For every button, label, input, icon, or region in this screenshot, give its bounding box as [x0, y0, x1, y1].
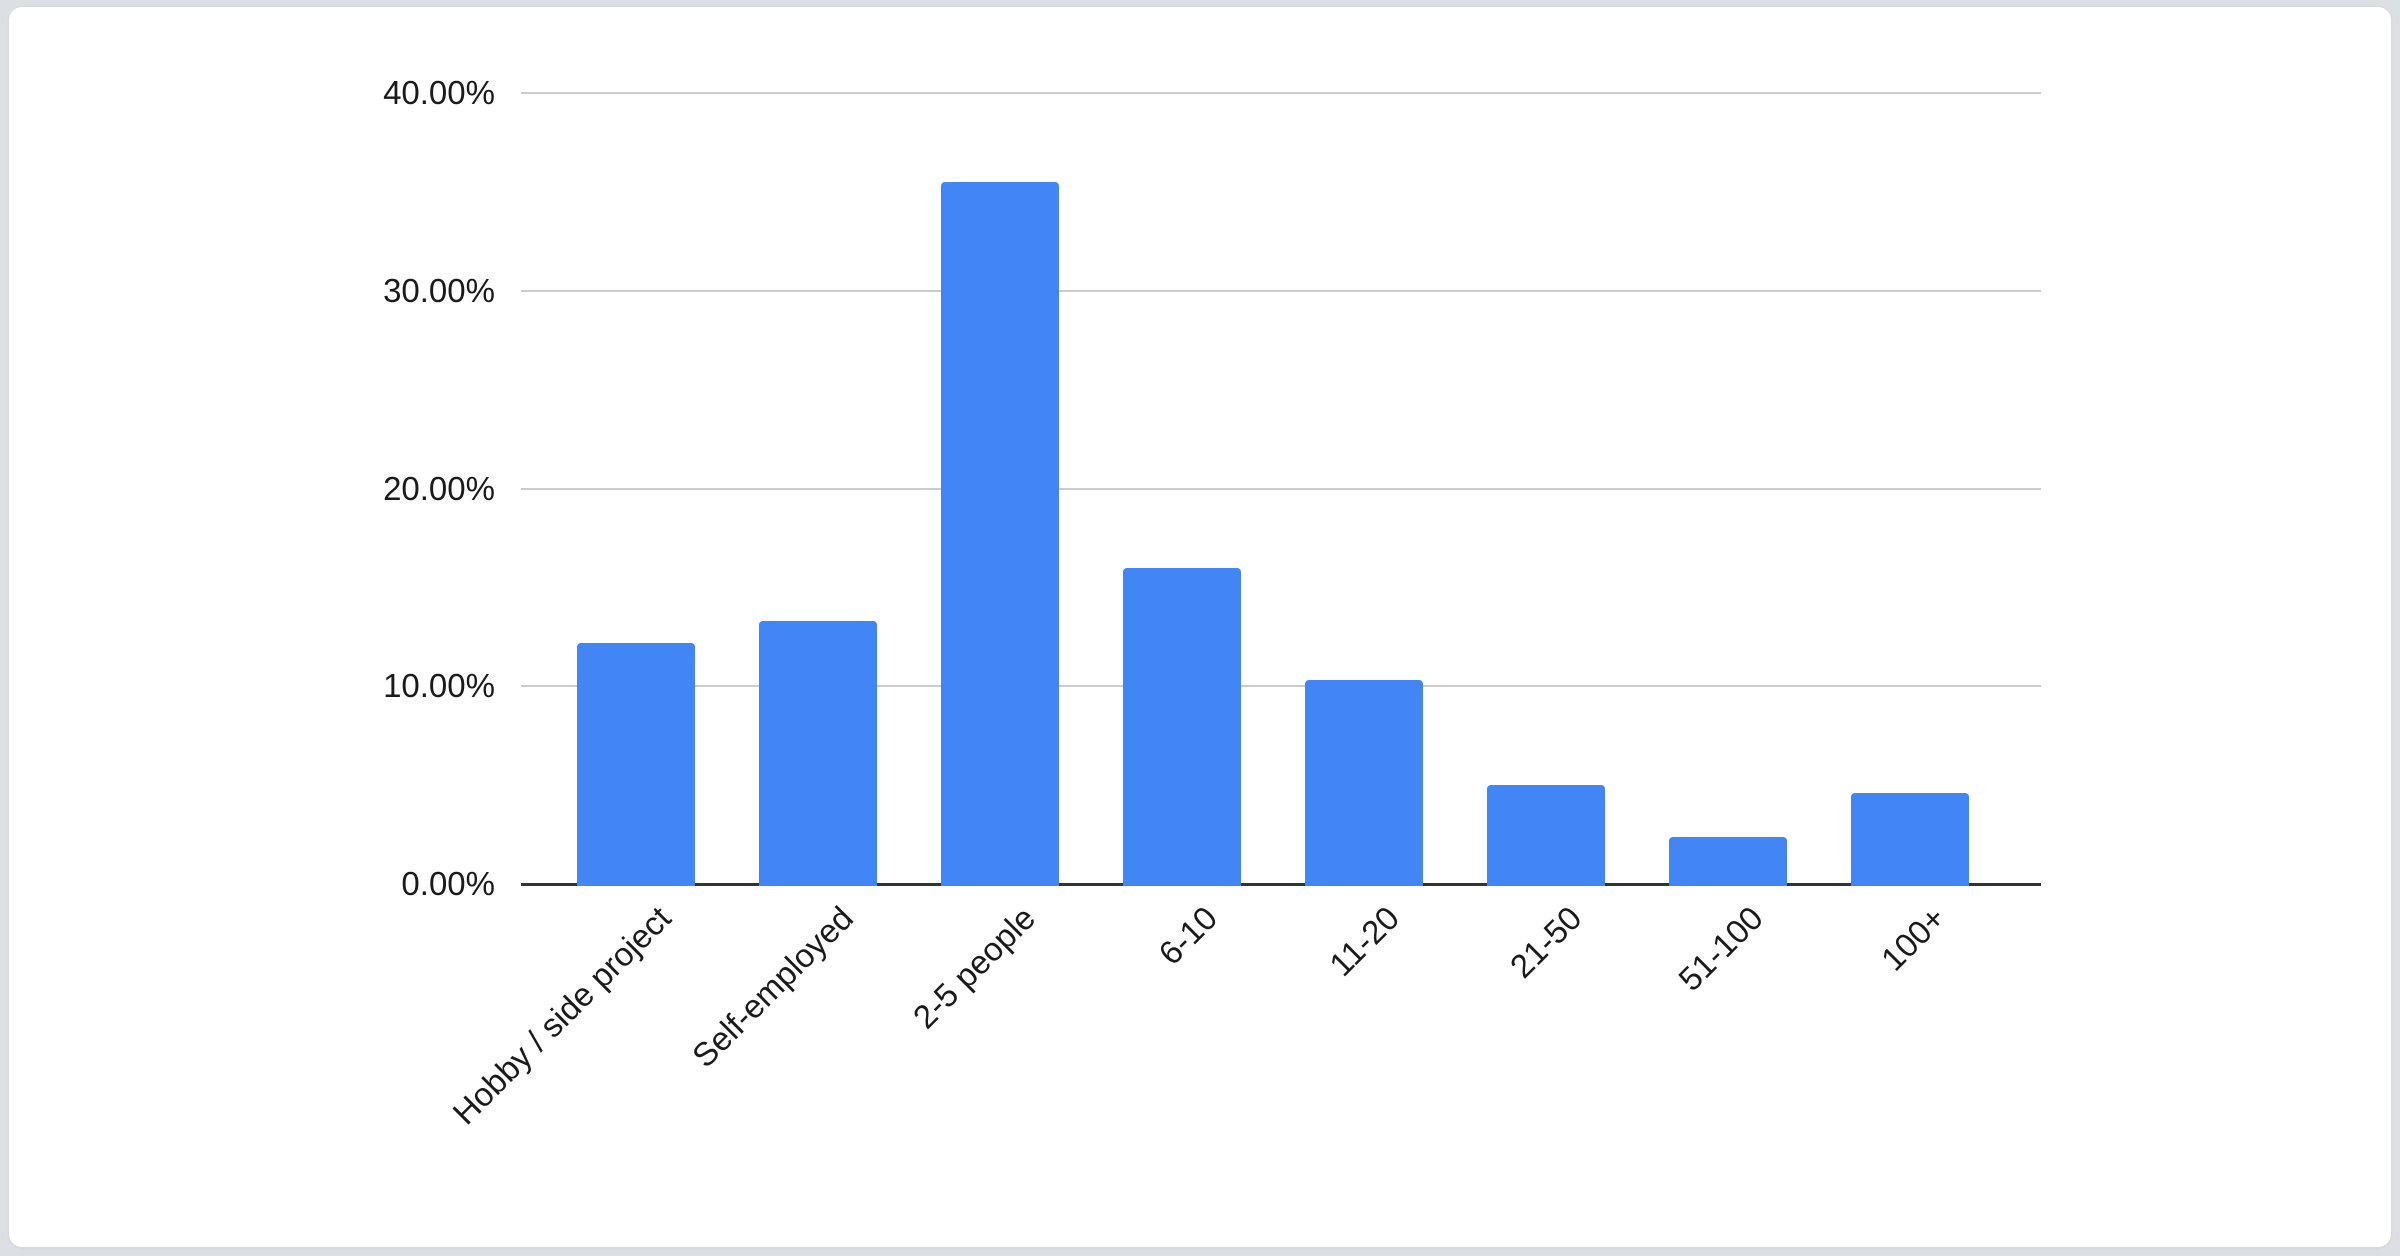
chart-card[interactable]: 0.00% 10.00% 20.00% 30.00% 40.00% Hobby / sid…: [8, 6, 2392, 1248]
x-axis-category-label: 6-10: [1151, 899, 1225, 972]
bar-hobby-side-project[interactable]: [577, 642, 695, 886]
bar-self-employed[interactable]: [759, 620, 877, 886]
gridline: [521, 487, 2041, 490]
bar-51-100[interactable]: [1669, 836, 1787, 886]
x-axis-category-label: 100+: [1873, 899, 1953, 978]
gridline: [521, 92, 2041, 94]
x-axis-category-label: 21-50: [1502, 899, 1589, 985]
x-axis-category-label: 51-100: [1671, 899, 1771, 998]
y-axis-tick-label: 0.00%: [401, 865, 495, 902]
bar-100[interactable]: [1851, 793, 1969, 886]
gridline: [521, 685, 2041, 688]
x-axis-category-label: Hobby / side project: [445, 899, 679, 1132]
y-axis-tick-label: 20.00%: [383, 469, 495, 507]
x-axis-line: [521, 883, 2041, 886]
x-axis-category-label: 11-20: [1322, 899, 1407, 984]
x-axis-category-label: Self-employed: [684, 899, 861, 1075]
bar-6-10[interactable]: [1123, 567, 1241, 886]
chart-area: 0.00% 10.00% 20.00% 30.00% 40.00% Hobby / sid…: [9, 7, 2391, 1247]
y-axis-tick-label: 10.00%: [383, 667, 495, 705]
bar-11-20[interactable]: [1305, 680, 1423, 886]
bar-2-5-people[interactable]: [941, 181, 1059, 886]
y-axis-tick-label: 40.00%: [383, 74, 495, 111]
y-axis-tick-label: 30.00%: [383, 271, 495, 309]
gridline: [521, 289, 2041, 292]
x-axis-category-label: 2-5 people: [905, 899, 1043, 1036]
bar-21-50[interactable]: [1487, 785, 1605, 886]
